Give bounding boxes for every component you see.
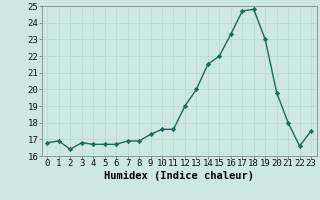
- X-axis label: Humidex (Indice chaleur): Humidex (Indice chaleur): [104, 171, 254, 181]
